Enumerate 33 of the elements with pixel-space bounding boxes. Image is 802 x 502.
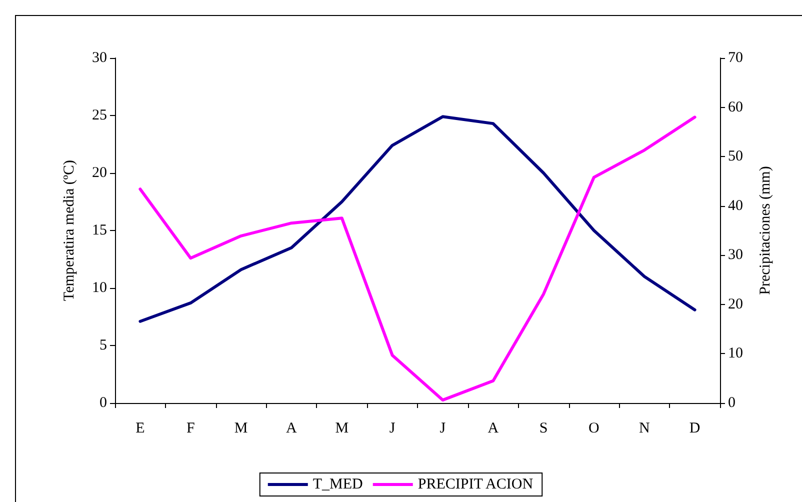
y-tick-label: 30 [92, 50, 107, 66]
y2-tick-label: 30 [728, 247, 743, 264]
x-tick-label: S [539, 420, 548, 436]
x-tick-label: J [440, 420, 446, 436]
line-series [138, 115, 696, 323]
x-tick-label: A [286, 420, 298, 436]
line-series [138, 116, 696, 402]
y-tick-label: 5 [100, 338, 107, 354]
x-tick-label: A [488, 420, 499, 436]
y2-tick-label: 40 [728, 198, 743, 214]
x-tick-label: E [136, 420, 145, 436]
x-tick-label: D [689, 420, 700, 436]
y-tick-label: 0 [100, 395, 107, 411]
y-tick-label: 15 [92, 222, 107, 238]
y2-tick-label: 0 [728, 395, 736, 411]
y2-tick-label: 20 [728, 296, 743, 312]
x-tick-label: M [234, 420, 248, 436]
y-tick-label: 25 [92, 108, 107, 124]
legend-label: T_MED [312, 476, 364, 492]
x-tick-label: J [389, 420, 396, 436]
y-axis-title: Temperatira media (ºC) [62, 160, 78, 302]
y2-tick-label: 50 [728, 148, 743, 165]
y2-axis-title: Precipitaciones (mm) [758, 166, 774, 295]
x-tick-label: N [638, 420, 650, 436]
x-tick-label: M [335, 420, 349, 436]
y-tick-label: 10 [92, 280, 107, 296]
y2-tick-label: 10 [728, 346, 743, 362]
legend-label: PRECIPIT ACION [418, 476, 534, 492]
y2-tick-label: 60 [728, 99, 743, 116]
y-tick-label: 20 [92, 165, 107, 181]
x-tick-label: F [186, 420, 195, 436]
x-tick-label: O [588, 420, 600, 436]
y2-tick-label: 70 [728, 50, 743, 66]
